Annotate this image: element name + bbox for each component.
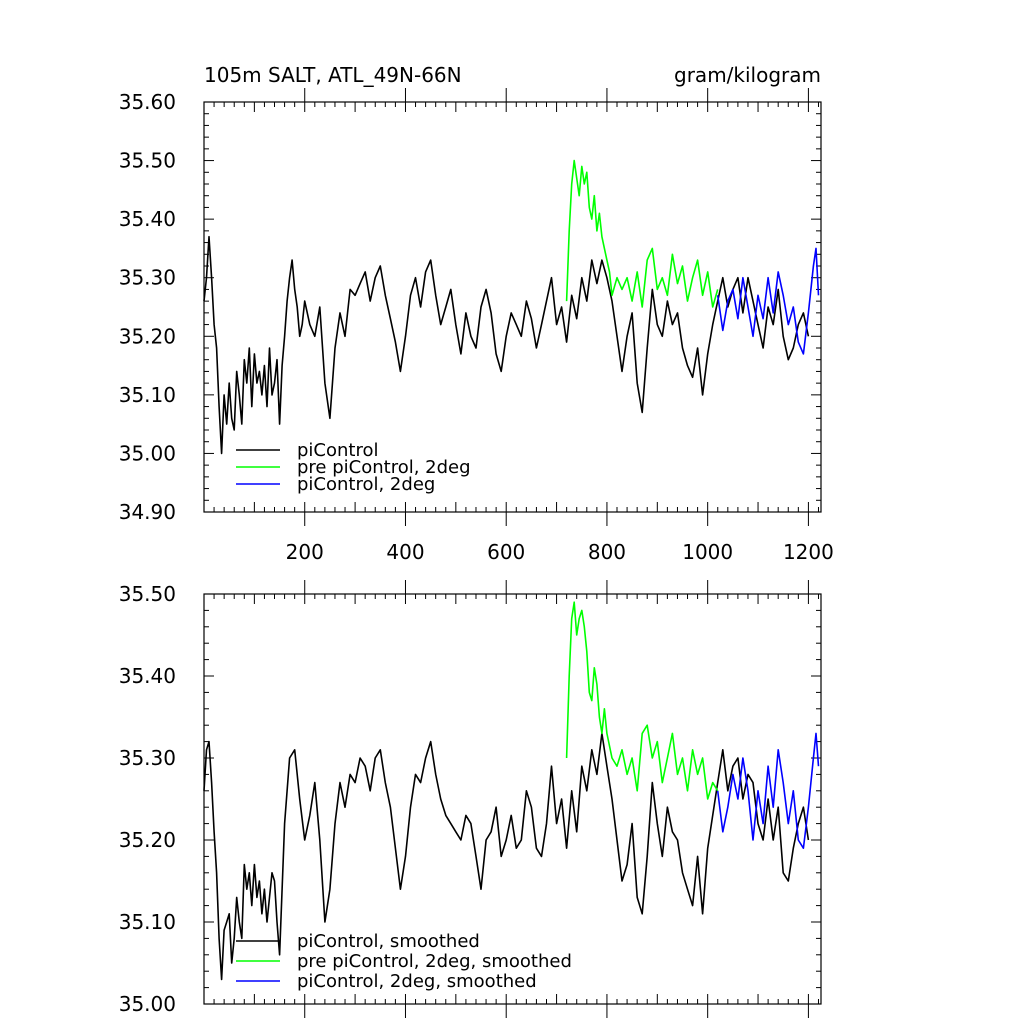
chart-panel-2: 35.50 35.40 35.30 35.20 35.10 35.00 piControl,…: [119, 580, 822, 1018]
y-tick-label: 35.30: [119, 266, 176, 290]
series-line-2: [565, 601, 719, 800]
legend-label: piControl: [297, 440, 379, 461]
y-tick-label: 35.50: [119, 582, 176, 606]
y-tick-label: 35.30: [119, 746, 176, 770]
x-tick-label: 400: [386, 540, 424, 564]
chart-panel-1: 35.60 35.50 35.40 35.30 35.20 35.10 35.00 34.90…: [119, 63, 834, 564]
y-tick-label: 35.00: [119, 441, 176, 465]
series-line-2: [565, 159, 719, 308]
legend-label: pre piControl, 2deg: [297, 457, 471, 478]
series-line-3: [716, 247, 820, 355]
y-tick-label: 35.10: [119, 910, 176, 934]
legend-label: piControl, 2deg, smoothed: [297, 971, 537, 992]
y-tick-label: 35.60: [119, 90, 176, 114]
legend-label: pre piControl, 2deg, smoothed: [297, 951, 572, 972]
y-tick-label: 35.40: [119, 664, 176, 688]
y-tick-label: 34.90: [119, 500, 176, 524]
y-tick-label: 35.20: [119, 324, 176, 348]
chart-title: 105m SALT, ATL_49N-66N: [204, 63, 462, 87]
y-tick-label: 35.00: [119, 992, 176, 1016]
x-tick-label: 1200: [783, 540, 834, 564]
x-tick-label: 800: [588, 540, 626, 564]
units-label: gram/kilogram: [674, 63, 821, 87]
legend-label: piControl, smoothed: [297, 931, 480, 952]
plot-frame: [203, 101, 822, 513]
y-tick-label: 35.10: [119, 383, 176, 407]
y-tick-label: 35.50: [119, 149, 176, 173]
y-tick-label: 35.20: [119, 828, 176, 852]
x-tick-label: 600: [487, 540, 525, 564]
y-tick-label: 35.40: [119, 207, 176, 231]
series-line-1: [203, 732, 810, 981]
series-line-1: [203, 235, 810, 455]
series-line-3: [716, 732, 820, 850]
plot-frame: [203, 593, 822, 1005]
x-tick-label: 1000: [682, 540, 733, 564]
x-tick-label: 200: [286, 540, 324, 564]
legend-label: piControl, 2deg: [297, 474, 435, 495]
